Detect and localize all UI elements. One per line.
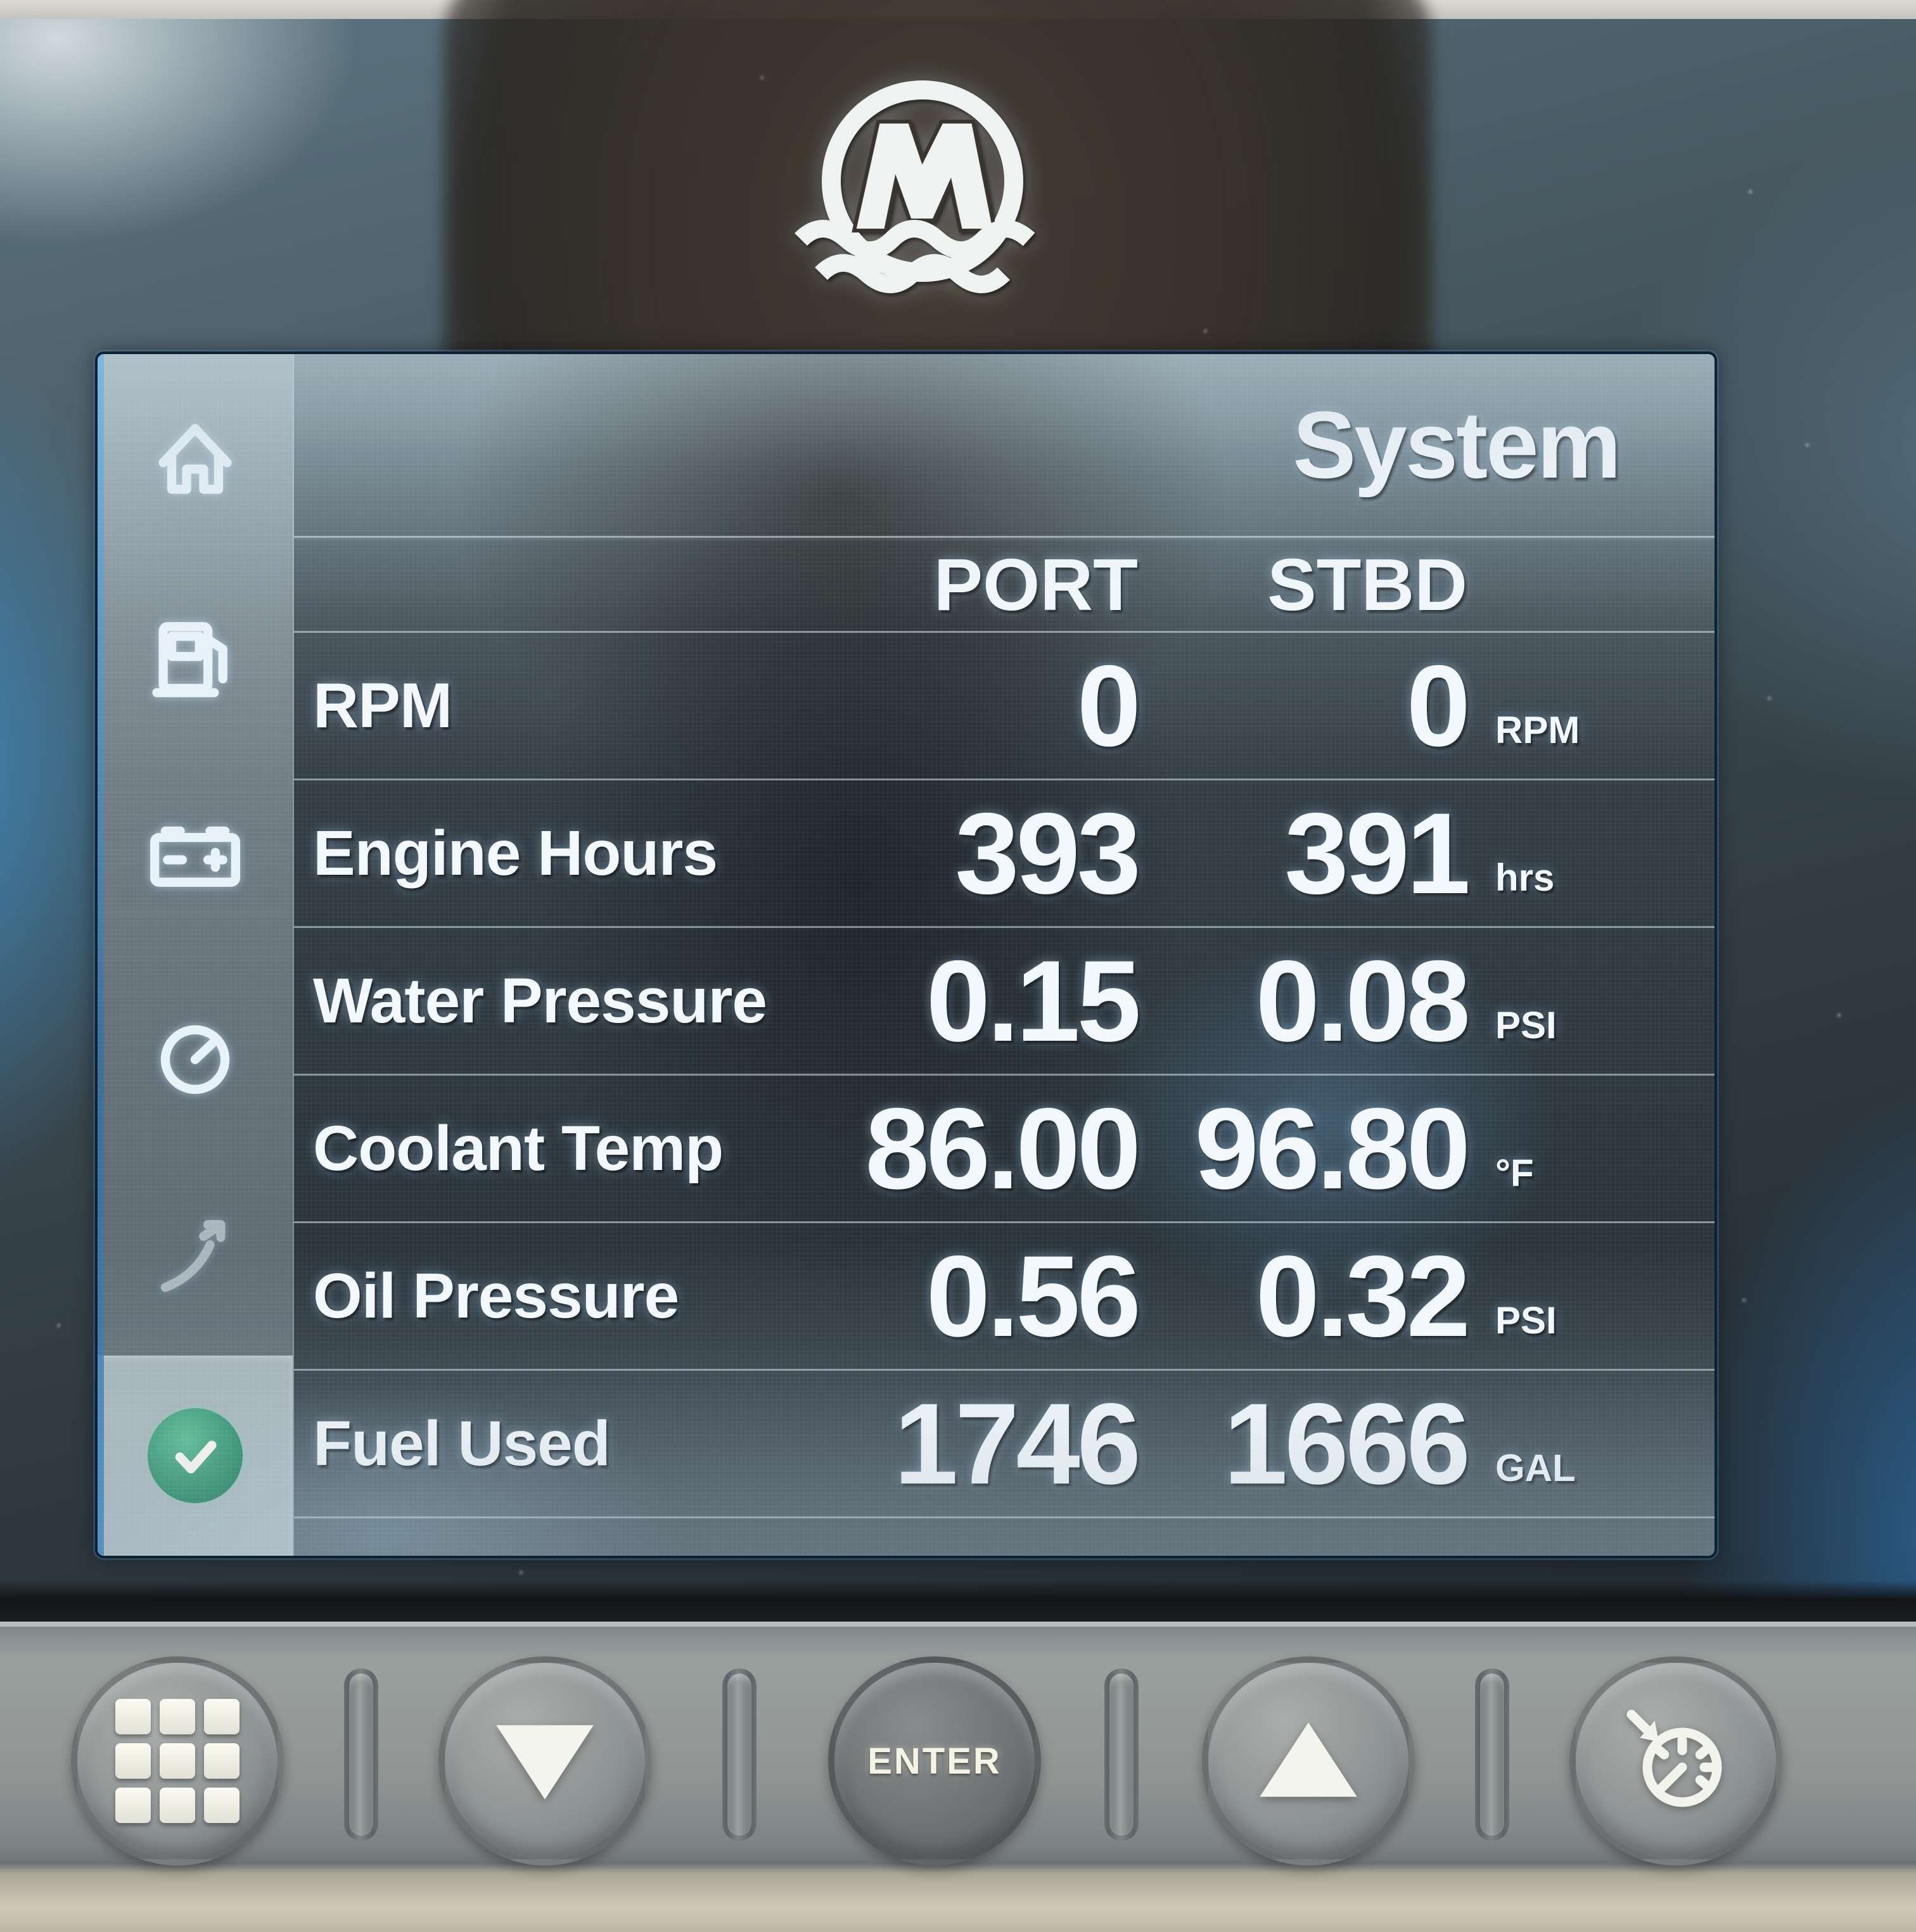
stbd-value: 391 [1284, 789, 1471, 918]
stbd-value: 96.80 [1194, 1084, 1471, 1213]
stbd-value: 0.32 [1255, 1231, 1471, 1361]
port-value: 0 [1076, 641, 1141, 770]
dust-specks [0, 0, 3, 3]
row-label: Oil Pressure [313, 1260, 679, 1331]
sidebar-item-battery[interactable] [98, 754, 293, 955]
arrow-up-icon [1260, 1722, 1357, 1797]
unit-label: PSI [1495, 1004, 1557, 1046]
check-circle-icon [148, 1408, 243, 1503]
sidebar [98, 354, 294, 1556]
lcd-screen: System PORT STBD RPM 0 0 RPM Engine Hour… [95, 352, 1717, 1558]
system-page: System PORT STBD RPM 0 0 RPM Engine Hour… [294, 354, 1715, 1556]
stbd-value: 1666 [1223, 1379, 1471, 1508]
sidebar-item-trim[interactable] [98, 1155, 293, 1356]
button-separator [1104, 1668, 1139, 1841]
row-label: Engine Hours [313, 817, 718, 889]
row-label: Fuel Used [313, 1408, 611, 1479]
row-label: Coolant Temp [313, 1112, 724, 1184]
screen-shadow-overlay [98, 354, 1715, 1556]
gauge-icon [160, 1025, 230, 1094]
fuel-pump-icon [152, 622, 227, 697]
button-separator [722, 1668, 757, 1841]
row-label: RPM [313, 670, 452, 741]
port-value: 1746 [894, 1379, 1141, 1508]
lcd-edge-highlight [98, 354, 104, 1556]
port-value: 0.56 [926, 1231, 1141, 1361]
stbd-value: 0.08 [1255, 936, 1471, 1065]
up-button[interactable] [1202, 1656, 1415, 1865]
unit-label: hrs [1495, 856, 1555, 899]
table-row-fuel-used: Fuel Used 1746 1666 GAL [294, 1371, 1715, 1518]
unit-label: °F [1495, 1152, 1534, 1194]
grid-menu-icon [115, 1699, 240, 1823]
port-value: 0.15 [926, 936, 1141, 1065]
menu-button[interactable] [71, 1656, 284, 1865]
page-title: System [1293, 391, 1621, 498]
port-value: 86.00 [865, 1084, 1141, 1213]
gauges-button[interactable] [1569, 1656, 1782, 1865]
column-header-port: PORT [933, 543, 1138, 626]
sidebar-item-home[interactable] [98, 354, 293, 554]
sidebar-item-selected[interactable] [98, 1355, 293, 1556]
button-separator [344, 1668, 378, 1841]
button-separator [1475, 1668, 1509, 1841]
mercury-logo-icon [795, 80, 1035, 293]
down-button[interactable] [438, 1656, 651, 1865]
sidebar-item-fuel[interactable] [98, 554, 293, 754]
trim-icon [160, 1219, 226, 1292]
table-header: PORT STBD [294, 538, 1715, 633]
table-row-oil-pressure: Oil Pressure 0.56 0.32 PSI [294, 1223, 1715, 1371]
button-panel: ENTER [0, 1622, 1916, 1932]
table-row-coolant-temp: Coolant Temp 86.00 96.80 °F [294, 1076, 1715, 1223]
bezel-panel-seam [0, 1580, 1916, 1624]
battery-icon [150, 827, 240, 887]
table-row-engine-hours: Engine Hours 393 391 hrs [294, 780, 1715, 928]
speedometer-icon [1626, 1710, 1722, 1807]
row-label: Water Pressure [313, 965, 767, 1036]
unit-label: RPM [1495, 709, 1580, 751]
page-title-row: System [294, 354, 1715, 538]
arrow-down-icon [496, 1725, 594, 1800]
stbd-value: 0 [1406, 641, 1471, 770]
table-row-rpm: RPM 0 0 RPM [294, 633, 1715, 780]
enter-button[interactable]: ENTER [828, 1656, 1041, 1865]
port-value: 393 [955, 789, 1141, 918]
home-icon [158, 424, 232, 494]
unit-label: GAL [1495, 1447, 1576, 1489]
unit-label: PSI [1495, 1299, 1557, 1342]
column-header-stbd: STBD [1267, 543, 1467, 626]
enter-button-label: ENTER [867, 1740, 1002, 1782]
sidebar-item-gauge[interactable] [98, 955, 293, 1155]
table-row-water-pressure: Water Pressure 0.15 0.08 PSI [294, 928, 1715, 1076]
